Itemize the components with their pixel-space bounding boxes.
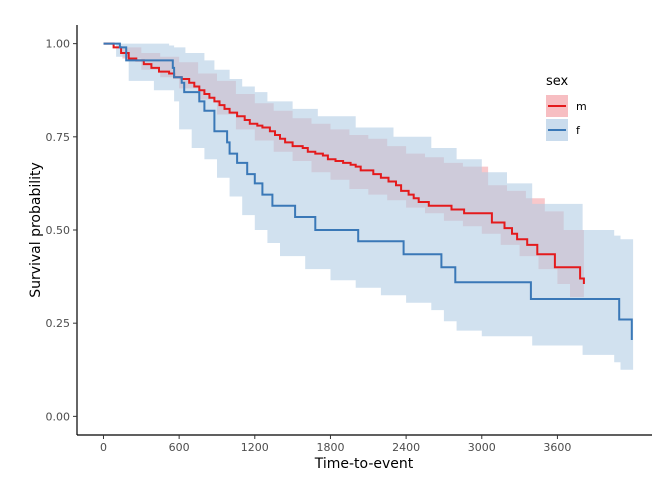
x-tick-label: 1200	[241, 441, 269, 454]
x-tick-label: 1800	[316, 441, 344, 454]
y-tick-label: 0.25	[46, 317, 71, 330]
legend-title: sex	[546, 74, 569, 89]
x-tick-label: 600	[169, 441, 190, 454]
x-tick-label: 0	[100, 441, 107, 454]
y-tick-label: 1.00	[46, 38, 71, 51]
x-tick-label: 3600	[543, 441, 571, 454]
survival-line-f	[103, 42, 633, 340]
y-tick-label: 0.00	[46, 410, 71, 423]
y-tick-label: 0.75	[46, 131, 71, 144]
survival-lines	[103, 42, 633, 340]
x-axis-title: Time-to-event	[314, 456, 414, 472]
confidence-bands	[103, 43, 634, 383]
legend-label-m: m	[576, 100, 587, 113]
ci-band-f	[103, 43, 634, 383]
legend-label-f: f	[576, 124, 581, 137]
y-tick-label: 0.50	[46, 224, 71, 237]
x-tick-label: 3000	[468, 441, 496, 454]
y-axis-title: Survival probability	[28, 162, 44, 298]
x-tick-label: 2400	[392, 441, 420, 454]
axes: 0 600 1200 1800 2400 3000 3600 0.00 0.25 0.50 0.75…	[46, 25, 652, 454]
